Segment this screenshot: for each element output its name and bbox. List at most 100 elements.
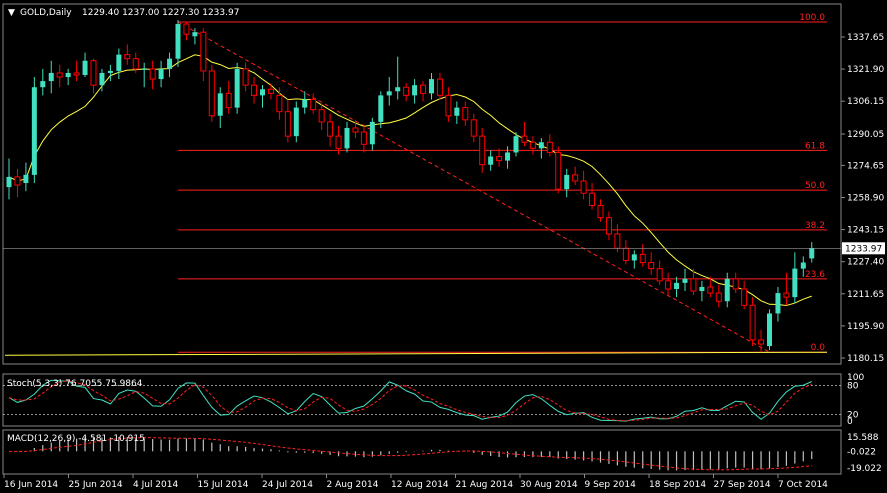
current-price-label: 1233.97 [845, 244, 882, 254]
macd-signal-line [8, 437, 812, 471]
fibo-level-label: 61.8 [805, 141, 825, 151]
candle [175, 19, 181, 67]
candle [707, 276, 714, 298]
price-tick-label: 1306.15 [847, 97, 884, 107]
date-tick-label: 9 Sep 2014 [585, 480, 637, 490]
fibo-level-label: 50.0 [805, 181, 825, 191]
price-tick-label: 1211.65 [847, 290, 884, 300]
candle [293, 101, 299, 143]
candle [546, 134, 553, 157]
date-tick-label: 24 Jul 2014 [262, 480, 313, 490]
candle [674, 276, 680, 298]
price-axis: 1337.65 1321.90 1306.15 1290.05 1274.65 1258.… [3, 33, 885, 364]
candle [555, 146, 562, 194]
candle [167, 52, 173, 78]
candle [352, 119, 359, 139]
candle [260, 85, 265, 108]
candle [284, 99, 291, 143]
candle [335, 125, 342, 155]
candle [800, 256, 806, 277]
candle [302, 91, 308, 114]
candle [436, 72, 443, 100]
candle [403, 83, 410, 102]
candle [572, 166, 579, 186]
fibo-level-label: 38.2 [805, 221, 825, 231]
candle [682, 268, 688, 292]
candle [200, 28, 207, 82]
collapse-arrow-icon[interactable]: ▼ [8, 8, 15, 18]
ma-polyline [8, 54, 812, 307]
candle [132, 52, 139, 73]
fibonacci-retracement[interactable]: 100.0 61.8 50.0 38.2 23.6 0.0 [4, 13, 828, 356]
candle [217, 87, 223, 128]
candle [267, 83, 274, 100]
stoch-title: Stoch(5,3,3) 76.7055 75.9864 [7, 379, 143, 389]
candle [741, 280, 748, 310]
candle [589, 183, 596, 210]
candle [369, 117, 375, 151]
candle [479, 127, 486, 173]
candle [65, 68, 71, 86]
fibo-level-label: 23.6 [805, 270, 825, 280]
candle [208, 64, 215, 122]
candle [715, 284, 722, 308]
candle [149, 60, 156, 90]
candle [767, 309, 772, 351]
candle [429, 72, 434, 100]
fibo-level-label: 0.0 [811, 343, 826, 353]
candle [699, 280, 705, 302]
candle [462, 101, 469, 126]
candle [488, 150, 494, 171]
price-tick-label: 1274.65 [847, 161, 884, 171]
date-tick-label: 12 Aug 2014 [391, 480, 449, 490]
candle [420, 81, 427, 102]
candle [470, 113, 477, 143]
price-tick-label: 1243.15 [847, 226, 884, 236]
date-tick-label: 21 Aug 2014 [456, 480, 514, 490]
candle [251, 77, 258, 104]
price-tick-label: 1227.40 [847, 258, 884, 268]
candle [732, 272, 739, 294]
candle [276, 87, 283, 120]
candle [327, 113, 334, 147]
candle [90, 58, 97, 94]
stoch-panel-frame [2, 373, 842, 427]
stoch-level-label: 20 [847, 410, 859, 420]
candle [412, 79, 418, 104]
date-tick-label: 18 Sep 2014 [649, 480, 706, 490]
fibo-trend-line[interactable] [177, 21, 770, 353]
price-tick-label: 1180.15 [847, 354, 884, 364]
candle [395, 56, 401, 100]
date-tick-label: 15 Jul 2014 [198, 480, 249, 490]
support-line[interactable] [4, 351, 828, 356]
stoch-level-label: 100 [847, 373, 864, 383]
fibo-level-label: 100.0 [799, 13, 825, 23]
candle [454, 101, 460, 124]
candle [783, 272, 790, 306]
candle [538, 138, 544, 159]
candlestick-series [6, 19, 815, 353]
date-tick-label: 30 Aug 2014 [520, 480, 578, 490]
date-tick-label: 25 Jun 2014 [69, 480, 123, 490]
candle [73, 60, 80, 82]
candle [234, 62, 240, 114]
candle [496, 148, 503, 167]
candle [505, 146, 511, 169]
candle [631, 250, 637, 269]
candle [564, 168, 570, 198]
stoch-signal-line [8, 380, 812, 422]
candle [580, 170, 587, 200]
candle [14, 168, 21, 198]
candle [513, 132, 519, 157]
date-tick-label: 27 Sep 2014 [714, 480, 771, 490]
candle [318, 103, 325, 131]
candle [242, 62, 249, 92]
candle [56, 64, 63, 88]
price-tick-label: 1337.65 [847, 33, 884, 43]
macd-title: MACD(12,26,9) -4.581 -10.915 [7, 434, 145, 444]
date-tick-label: 4 Jul 2014 [133, 480, 178, 490]
candle [605, 211, 612, 241]
candle [445, 87, 452, 122]
